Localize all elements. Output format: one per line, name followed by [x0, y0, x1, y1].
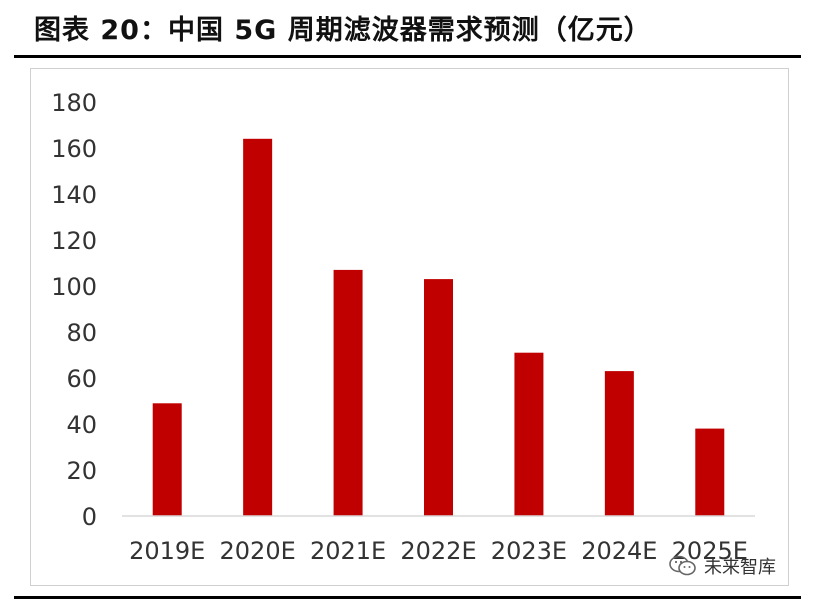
x-tick-label: 2025E [672, 537, 748, 565]
x-tick-label: 2022E [400, 537, 476, 565]
y-tick-label: 40 [66, 411, 97, 439]
bar-2022E [424, 279, 453, 516]
x-axis-ticks: 2019E 2020E 2021E 2022E 2023E 2024E 2025E [129, 537, 748, 565]
y-tick-label: 140 [51, 181, 97, 209]
chart-title: 图表 20：中国 5G 周期滤波器需求预测（亿元） [34, 15, 652, 46]
y-axis-ticks: 0 20 40 60 80 100 120 140 160 180 [51, 89, 97, 531]
bar-2023E [514, 352, 544, 516]
watermark-text: 未来智库 [704, 557, 776, 578]
bar-2020E [243, 138, 273, 517]
bottom-rule [14, 596, 801, 599]
watermark: 未来智库 [668, 552, 776, 580]
x-tick-label: 2019E [129, 537, 205, 565]
plot-frame [30, 68, 789, 586]
y-tick-label: 80 [66, 319, 97, 347]
bar-2025E [695, 428, 725, 516]
bar-2024E [604, 371, 634, 516]
y-tick-label: 20 [66, 457, 97, 485]
y-tick-label: 160 [51, 135, 97, 163]
x-tick-label: 2023E [491, 537, 567, 565]
x-tick-label: 2020E [220, 537, 296, 565]
bar-2019E [152, 403, 182, 516]
y-tick-label: 180 [51, 89, 97, 117]
top-rule [14, 55, 801, 58]
title-bar: 图表 20：中国 5G 周期滤波器需求预测（亿元） [0, 0, 815, 58]
bar-2021E [333, 269, 363, 516]
y-tick-label: 60 [66, 365, 97, 393]
x-tick-label: 2024E [581, 537, 657, 565]
y-tick-label: 100 [51, 273, 97, 301]
bars-group [152, 138, 725, 517]
y-tick-label: 120 [51, 227, 97, 255]
wechat-icon [669, 555, 696, 576]
x-tick-label: 2021E [310, 537, 386, 565]
y-tick-label: 0 [82, 503, 97, 531]
